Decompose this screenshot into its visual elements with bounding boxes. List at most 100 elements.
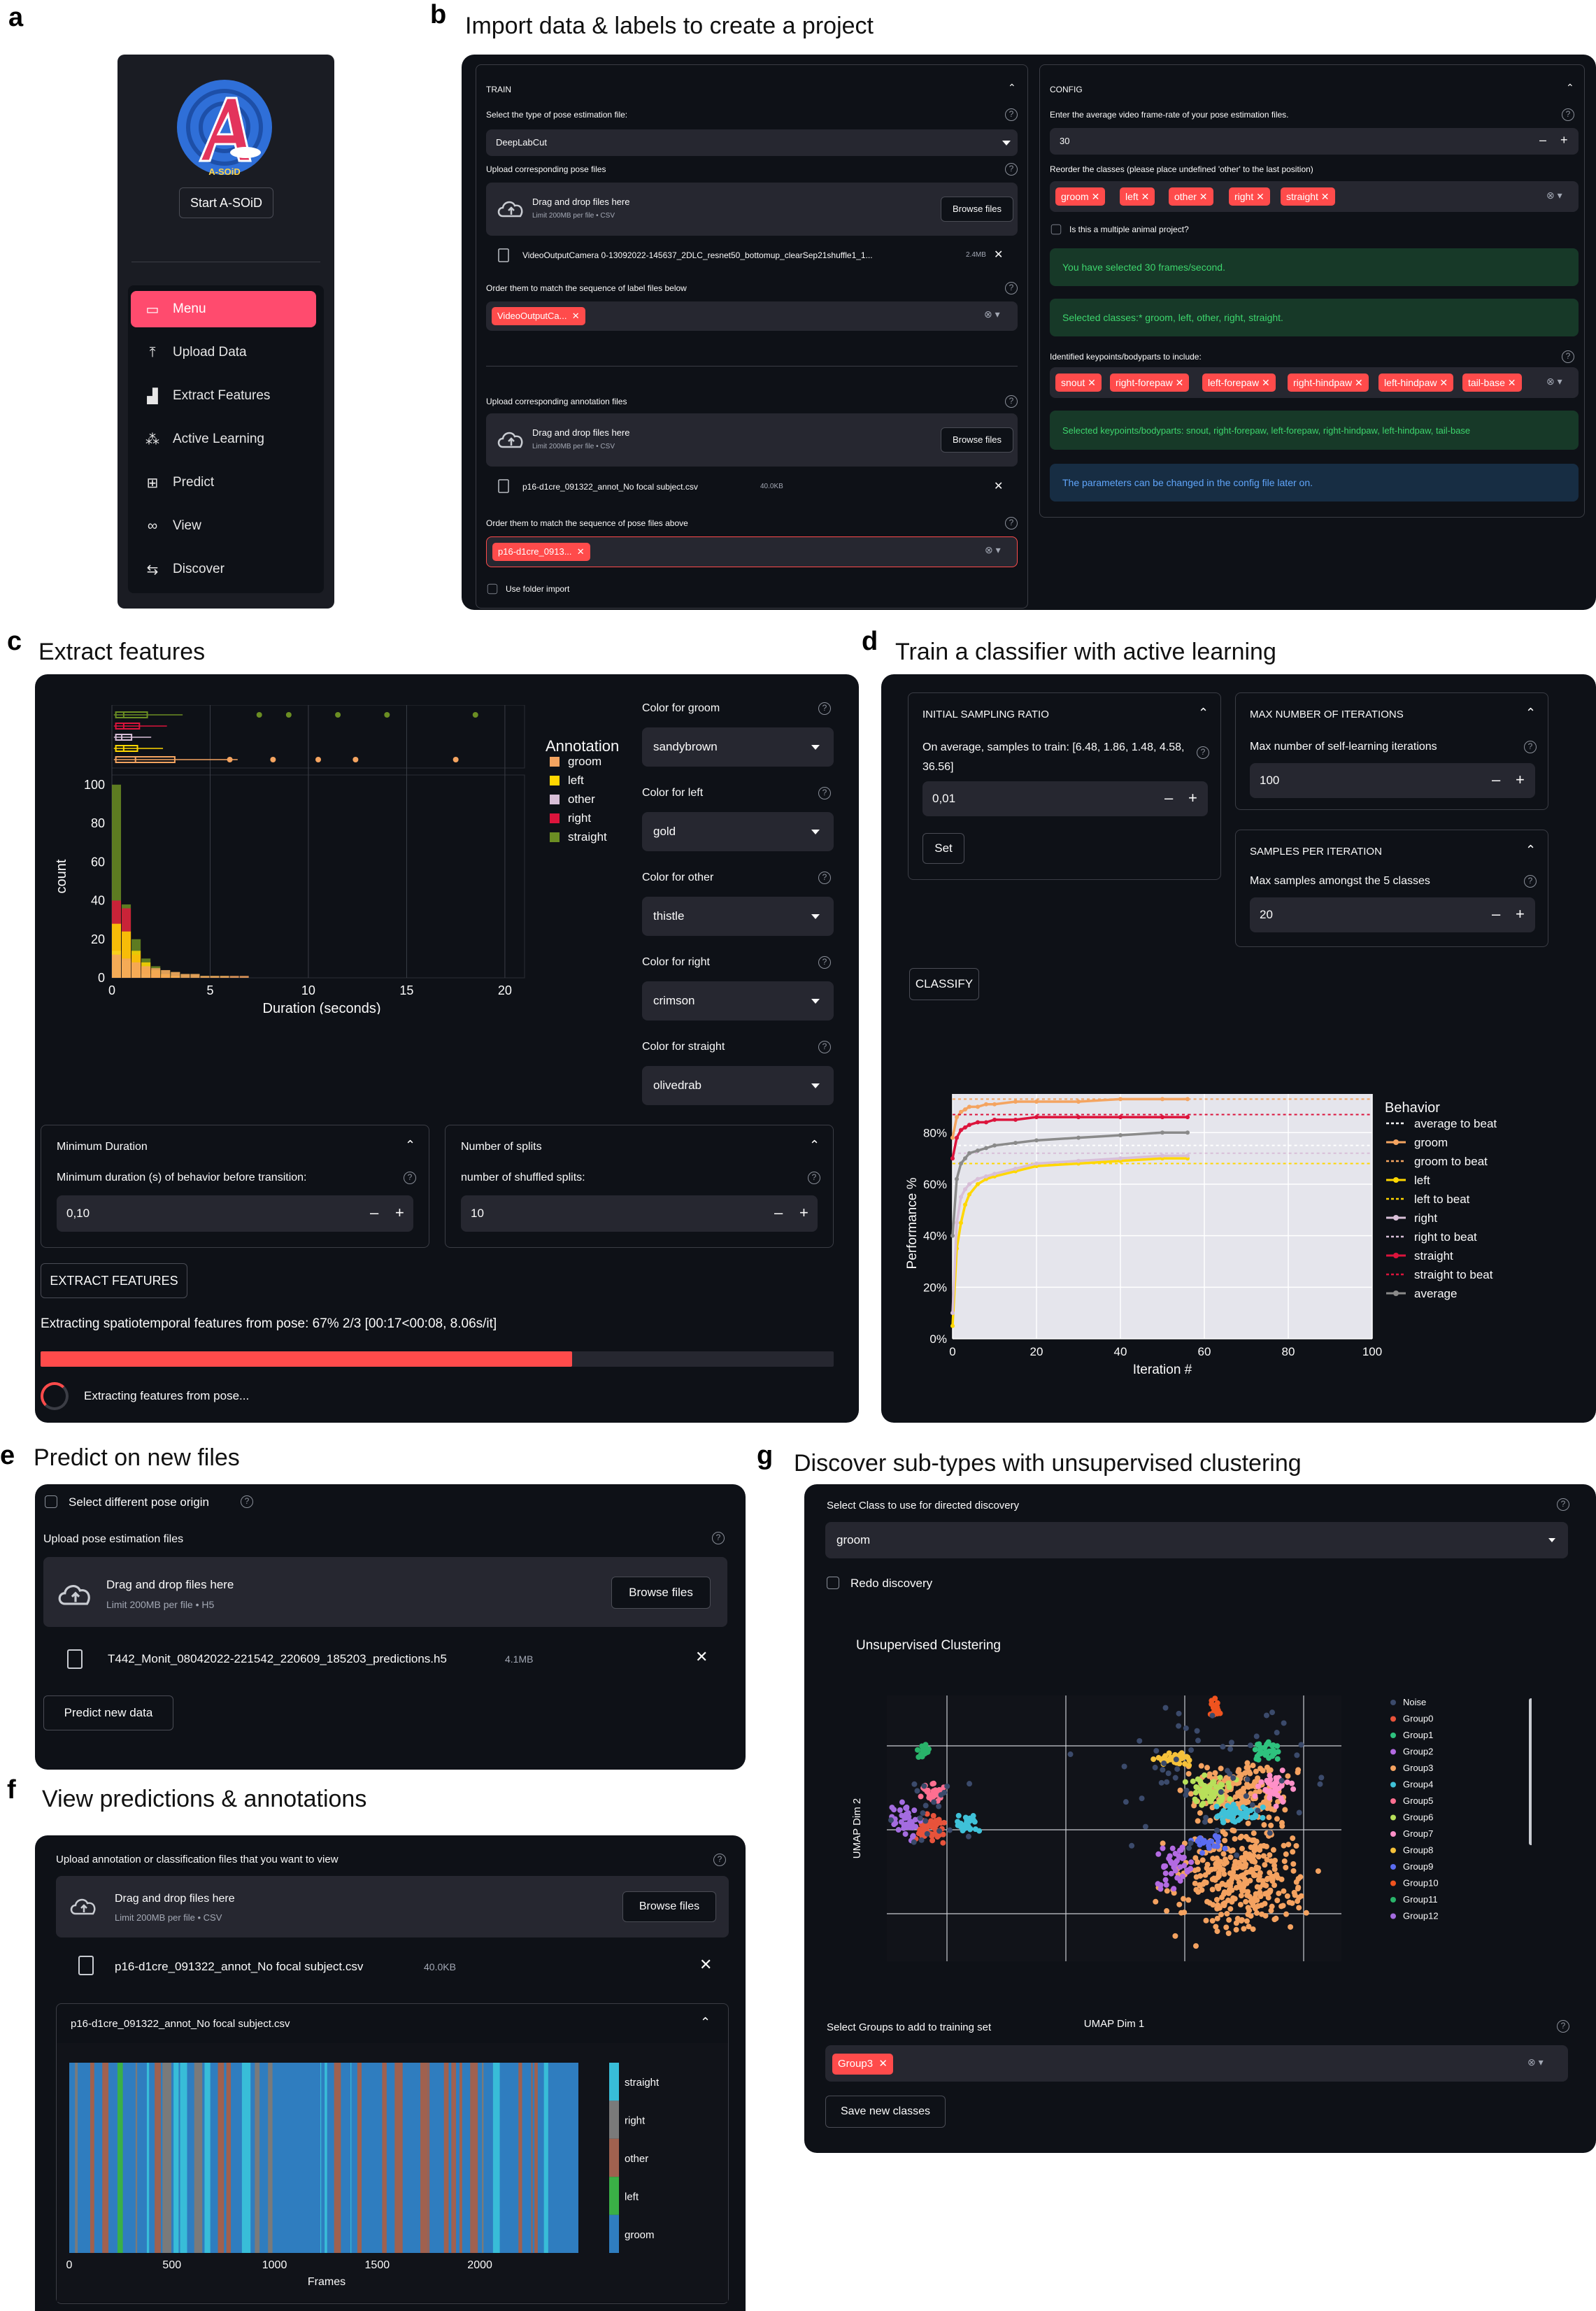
groups-select[interactable]: Group3 ✕ ⊗ ▾ <box>825 2045 1568 2082</box>
color-right-select[interactable]: crimson <box>642 981 834 1021</box>
minus-icon[interactable]: – <box>774 1204 783 1221</box>
minus-icon[interactable]: – <box>1539 133 1547 147</box>
class-chip[interactable]: right ✕ <box>1229 187 1270 206</box>
order-pose-chip[interactable]: p16-d1cre_0913... ✕ <box>492 543 590 561</box>
minus-icon[interactable]: – <box>1164 789 1174 806</box>
remove-file-icon[interactable]: ✕ <box>994 481 1004 492</box>
help-icon[interactable]: ? <box>1005 108 1018 121</box>
help-icon[interactable]: ? <box>1005 517 1018 529</box>
help-icon[interactable]: ? <box>712 1532 725 1544</box>
keypoint-chip[interactable]: right-forepaw ✕ <box>1110 374 1190 392</box>
keypoint-chip[interactable]: left-forepaw ✕ <box>1202 374 1276 392</box>
sidebar-item-view[interactable]: ∞ View <box>131 508 316 544</box>
plus-icon[interactable]: + <box>1516 905 1525 923</box>
help-icon[interactable]: ? <box>1005 163 1018 176</box>
extract-features-button[interactable]: EXTRACT FEATURES <box>41 1263 187 1298</box>
browse-files-button[interactable]: Browse files <box>941 197 1013 222</box>
collapse-icon[interactable]: ⌃ <box>1198 706 1209 720</box>
class-chip[interactable]: left ✕ <box>1120 187 1155 206</box>
browse-files-button[interactable]: Browse files <box>622 1891 716 1922</box>
help-icon[interactable]: ? <box>1005 282 1018 294</box>
pose-dropzone[interactable]: Drag and drop files here Limit 200MB per… <box>43 1557 727 1627</box>
sidebar-item-extract-features[interactable]: ▟ Extract Features <box>131 378 316 414</box>
help-icon[interactable]: ? <box>818 702 831 715</box>
help-icon[interactable]: ? <box>818 1041 831 1053</box>
legend-scrollbar[interactable] <box>1529 1698 1532 1845</box>
order-label-chip[interactable]: VideoOutputCa... ✕ <box>492 307 585 325</box>
help-icon[interactable]: ? <box>1005 395 1018 408</box>
keypoint-chip[interactable]: snout ✕ <box>1055 374 1102 392</box>
plus-icon[interactable]: + <box>1188 789 1197 806</box>
help-icon[interactable]: ? <box>818 956 831 969</box>
keypoint-chip[interactable]: left-hindpaw ✕ <box>1378 374 1454 392</box>
help-icon[interactable]: ? <box>404 1172 416 1184</box>
class-chip[interactable]: straight ✕ <box>1281 187 1335 206</box>
multi-animal-checkbox[interactable] <box>1050 224 1062 235</box>
help-icon[interactable]: ? <box>713 1854 726 1866</box>
collapse-icon[interactable]: ⌃ <box>1525 706 1537 720</box>
classes-select[interactable]: groom ✕ left ✕ other ✕ right ✕ straight … <box>1050 181 1579 212</box>
class-chip[interactable]: other ✕ <box>1169 187 1213 206</box>
clear-icon[interactable]: ⊗ ▾ <box>1546 190 1562 201</box>
sidebar-item-predict[interactable]: ⊞ Predict <box>131 464 316 501</box>
sidebar-item-menu[interactable]: ▭ Menu <box>131 291 316 327</box>
order-label-files-select[interactable]: VideoOutputCa... ✕ ⊗ ▾ <box>486 301 1018 331</box>
class-chip[interactable]: groom ✕ <box>1055 187 1106 206</box>
collapse-icon[interactable]: ⌃ <box>1525 843 1537 857</box>
view-dropzone[interactable]: Drag and drop files here Limit 200MB per… <box>56 1876 729 1937</box>
start-asoid-button[interactable]: Start A-SOiD <box>179 187 273 218</box>
annot-dropzone[interactable]: Drag and drop files here Limit 200MB per… <box>486 413 1018 467</box>
order-pose-files-select[interactable]: p16-d1cre_0913... ✕ ⊗ ▾ <box>486 536 1018 567</box>
pose-type-select[interactable]: DeepLabCut <box>486 129 1018 156</box>
plus-icon[interactable]: + <box>1516 771 1525 788</box>
save-new-classes-button[interactable]: Save new classes <box>825 2096 946 2128</box>
color-left-select[interactable]: gold <box>642 812 834 851</box>
browse-files-button[interactable]: Browse files <box>611 1577 711 1609</box>
plus-icon[interactable]: + <box>395 1204 404 1221</box>
sidebar-item-upload-data[interactable]: ⤒ Upload Data <box>131 334 316 371</box>
collapse-icon[interactable]: ⌃ <box>1008 82 1016 93</box>
clear-icon[interactable]: ⊗ ▾ <box>1546 376 1562 387</box>
collapse-icon[interactable]: ⌃ <box>809 1138 820 1152</box>
help-icon[interactable]: ? <box>1562 350 1574 363</box>
help-icon[interactable]: ? <box>1524 741 1537 753</box>
collapse-icon[interactable]: ⌃ <box>700 2015 711 2029</box>
help-icon[interactable]: ? <box>1562 108 1574 121</box>
keypoint-chip[interactable]: right-hindpaw ✕ <box>1288 374 1369 392</box>
color-straight-select[interactable]: olivedrab <box>642 1066 834 1105</box>
help-icon[interactable]: ? <box>1197 746 1209 759</box>
remove-file-icon[interactable]: ✕ <box>695 1648 708 1665</box>
help-icon[interactable]: ? <box>808 1172 820 1184</box>
spi-input[interactable]: 20 – + <box>1250 897 1535 932</box>
help-icon[interactable]: ? <box>818 872 831 884</box>
help-icon[interactable]: ? <box>818 787 831 799</box>
keypoint-chip[interactable]: tail-base ✕ <box>1462 374 1522 392</box>
max-iter-input[interactable]: 100 – + <box>1250 763 1535 798</box>
clear-icon[interactable]: ⊗ ▾ <box>1527 2056 1544 2068</box>
minus-icon[interactable]: – <box>1492 771 1501 788</box>
remove-file-icon[interactable]: ✕ <box>699 1956 713 1973</box>
collapse-icon[interactable]: ⌃ <box>1566 82 1574 93</box>
fps-input[interactable]: 30 – + <box>1050 128 1579 155</box>
isr-input[interactable]: 0,01 – + <box>922 781 1208 816</box>
splits-input[interactable]: 10 – + <box>461 1195 818 1232</box>
color-groom-select[interactable]: sandybrown <box>642 727 834 767</box>
redo-discovery-checkbox[interactable] <box>827 1577 839 1589</box>
minus-icon[interactable]: – <box>1492 905 1501 923</box>
help-icon[interactable]: ? <box>1524 875 1537 888</box>
browse-files-button[interactable]: Browse files <box>941 427 1013 453</box>
clear-icon[interactable]: ⊗ ▾ <box>985 544 1001 555</box>
help-icon[interactable]: ? <box>1557 1498 1569 1511</box>
group-chip[interactable]: Group3 ✕ <box>832 2054 893 2075</box>
help-icon[interactable]: ? <box>1557 2020 1569 2033</box>
sidebar-item-active-learning[interactable]: ⁂ Active Learning <box>131 421 316 457</box>
remove-file-icon[interactable]: ✕ <box>994 249 1004 261</box>
pose-dropzone[interactable]: Drag and drop files here Limit 200MB per… <box>486 183 1018 236</box>
discover-class-select[interactable]: groom <box>825 1522 1568 1558</box>
predict-new-data-button[interactable]: Predict new data <box>43 1695 173 1730</box>
different-pose-checkbox[interactable] <box>45 1495 57 1508</box>
plus-icon[interactable]: + <box>1560 133 1568 147</box>
color-other-select[interactable]: thistle <box>642 897 834 936</box>
keypoints-select[interactable]: snout ✕ right-forepaw ✕ left-forepaw ✕ r… <box>1050 367 1579 398</box>
help-icon[interactable]: ? <box>241 1495 253 1508</box>
